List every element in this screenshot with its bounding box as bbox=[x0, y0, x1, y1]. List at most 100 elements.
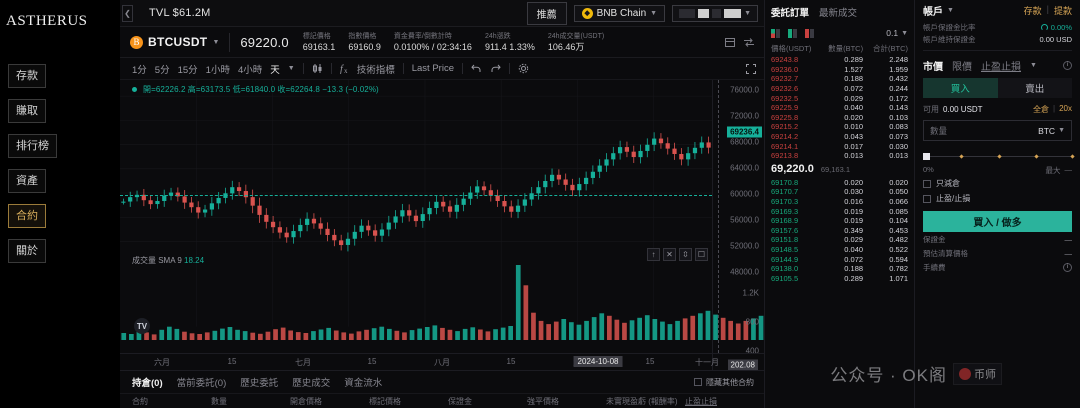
slider-node[interactable] bbox=[1069, 154, 1075, 159]
candlestick-icon[interactable] bbox=[312, 63, 323, 74]
margin-mode-button[interactable]: 全倉 bbox=[1033, 104, 1050, 114]
tab-order-book[interactable]: 委託訂單 bbox=[771, 8, 810, 19]
undo-icon[interactable] bbox=[471, 64, 482, 73]
move-icon[interactable]: ↑ bbox=[647, 248, 660, 261]
chevron-down-icon[interactable]: ▼ bbox=[1030, 61, 1037, 69]
order-book-row[interactable]: 69170.8 0.020 0.020 bbox=[771, 178, 908, 188]
quantity-input[interactable]: 數量 BTC ▼ bbox=[923, 120, 1072, 141]
symbol-selector[interactable]: B BTCUSDT ▼ bbox=[130, 35, 219, 49]
chevron-left-icon[interactable]: ❮ bbox=[122, 4, 133, 22]
tp-sl-row[interactable]: 止盈/止損 bbox=[923, 191, 1072, 206]
tab-trade-history[interactable]: 歷史成交 bbox=[292, 378, 331, 389]
indicators-label[interactable]: 技術指標 bbox=[356, 64, 395, 76]
tab-funding-flow[interactable]: 資金流水 bbox=[344, 378, 383, 389]
order-book-row[interactable]: 69232.5 0.029 0.172 bbox=[771, 93, 908, 103]
checkbox-icon[interactable] bbox=[694, 378, 702, 386]
chain-selector[interactable]: ◆ BNB Chain ▼ bbox=[573, 4, 666, 22]
order-book-row[interactable]: 69225.9 0.040 0.143 bbox=[771, 103, 908, 113]
checkbox-icon[interactable] bbox=[923, 194, 931, 203]
both-depth-icon[interactable] bbox=[771, 28, 782, 38]
timeframe-1m[interactable]: 1分 bbox=[132, 64, 147, 76]
collapse-icon[interactable]: ⇳ bbox=[679, 248, 692, 261]
quantity-unit-selector[interactable]: BTC ▼ bbox=[1038, 126, 1065, 136]
y-tick: 68000.0 bbox=[730, 137, 759, 147]
order-book-row[interactable]: 69105.5 0.289 1.071 bbox=[771, 273, 908, 283]
close-icon[interactable]: ✕ bbox=[663, 248, 676, 261]
leverage-button[interactable]: 20x bbox=[1059, 103, 1072, 113]
order-book-row[interactable]: 69144.9 0.072 0.594 bbox=[771, 254, 908, 264]
layout-icon[interactable] bbox=[725, 37, 735, 47]
order-book-row[interactable]: 69168.9 0.019 0.104 bbox=[771, 216, 908, 226]
time-axis[interactable]: 六月 15 七月 15 八月 15 九月 15 2024-10-08 十一月 bbox=[120, 353, 764, 370]
order-book-row[interactable]: 69170.3 0.016 0.066 bbox=[771, 197, 908, 207]
sidebar-item-assets[interactable]: 資產 bbox=[8, 169, 46, 193]
tab-stop[interactable]: 止盈止損 bbox=[981, 61, 1021, 73]
wallet-selector[interactable]: ▼ bbox=[672, 4, 758, 22]
sidebar-item-futures[interactable]: 合約 bbox=[8, 204, 46, 228]
brand-logo[interactable]: ASTHERUS bbox=[0, 0, 120, 34]
reduce-only-row[interactable]: 只減倉 bbox=[923, 176, 1072, 191]
tab-sell[interactable]: 賣出 bbox=[997, 78, 1072, 98]
sidebar-item-about[interactable]: 關於 bbox=[8, 239, 46, 263]
order-book-row[interactable]: 69214.2 0.043 0.073 bbox=[771, 132, 908, 142]
slider-node[interactable] bbox=[996, 154, 1002, 159]
checkbox-icon[interactable] bbox=[923, 179, 931, 188]
order-book-row[interactable]: 69243.8 0.289 2.248 bbox=[771, 55, 908, 65]
maximize-icon[interactable]: ☐ bbox=[695, 248, 708, 261]
tick-size-selector[interactable]: 0.1 ▼ bbox=[886, 28, 908, 38]
timeframe-1d[interactable]: 天 bbox=[270, 64, 280, 76]
withdraw-link[interactable]: 提款 bbox=[1053, 6, 1072, 16]
tradingview-logo-icon[interactable]: TV bbox=[134, 318, 150, 334]
referral-button[interactable]: 推薦 bbox=[526, 1, 567, 25]
chevron-down-icon[interactable]: ▼ bbox=[947, 7, 954, 14]
order-book-row[interactable]: 69225.8 0.020 0.103 bbox=[771, 113, 908, 123]
info-icon[interactable]: i bbox=[1063, 262, 1072, 272]
timeframe-15m[interactable]: 15分 bbox=[177, 64, 198, 76]
tab-open-orders[interactable]: 當前委託(0) bbox=[176, 378, 227, 389]
tab-market[interactable]: 市價 bbox=[923, 61, 943, 73]
order-book-row[interactable]: 69151.8 0.029 0.482 bbox=[771, 235, 908, 245]
order-book-row[interactable]: 69214.1 0.017 0.030 bbox=[771, 141, 908, 151]
hide-other-contracts-toggle[interactable]: 隱藏其他合約 bbox=[694, 377, 764, 388]
info-icon[interactable]: i bbox=[1063, 60, 1072, 70]
chart-canvas[interactable]: 開=62226.2 高=63173.5 低=61840.0 收=62264.8 … bbox=[120, 80, 764, 370]
timeframe-4h[interactable]: 4小時 bbox=[237, 64, 263, 76]
tab-recent-trades[interactable]: 最新成交 bbox=[819, 8, 858, 19]
sidebar-item-deposit[interactable]: 存款 bbox=[8, 64, 46, 88]
order-book-row[interactable]: 69169.3 0.019 0.085 bbox=[771, 206, 908, 216]
price-axis[interactable]: 76000.0 72000.0 68000.0 64000.0 60000.0 … bbox=[712, 80, 764, 370]
order-book-row[interactable]: 69213.8 0.013 0.013 bbox=[771, 151, 908, 161]
fullscreen-icon[interactable] bbox=[746, 63, 764, 74]
column-tp-sl[interactable]: 止盈止損 bbox=[685, 396, 717, 406]
slider-node[interactable] bbox=[1034, 154, 1039, 159]
chevron-down-icon[interactable]: ▼ bbox=[287, 65, 295, 72]
slider-handle[interactable] bbox=[923, 153, 930, 160]
sidebar-item-earn[interactable]: 賺取 bbox=[8, 99, 46, 123]
swap-icon[interactable] bbox=[744, 37, 754, 47]
ask-depth-icon[interactable] bbox=[805, 28, 816, 38]
tab-order-history[interactable]: 歷史委託 bbox=[240, 378, 279, 389]
tab-buy[interactable]: 買入 bbox=[923, 78, 998, 98]
order-book-row[interactable]: 69236.0 1.527 1.959 bbox=[771, 65, 908, 75]
tab-limit[interactable]: 限價 bbox=[952, 61, 972, 73]
submit-order-button[interactable]: 買入 / 做多 bbox=[923, 211, 1072, 232]
order-book-row[interactable]: 69138.0 0.188 0.782 bbox=[771, 264, 908, 274]
redo-icon[interactable] bbox=[490, 64, 501, 73]
timeframe-5m[interactable]: 5分 bbox=[154, 64, 170, 76]
sidebar-item-leaderboard[interactable]: 排行榜 bbox=[8, 134, 57, 158]
timeframe-1h[interactable]: 1小時 bbox=[205, 64, 230, 76]
order-book-row[interactable]: 69170.7 0.030 0.050 bbox=[771, 187, 908, 197]
order-book-row[interactable]: 69215.2 0.010 0.083 bbox=[771, 122, 908, 132]
price-source-label[interactable]: Last Price bbox=[411, 63, 454, 74]
tab-positions[interactable]: 持倉(0) bbox=[132, 378, 163, 389]
gear-icon[interactable] bbox=[518, 63, 529, 74]
order-book-row[interactable]: 69157.6 0.349 0.453 bbox=[771, 226, 908, 236]
order-book-row[interactable]: 69232.6 0.072 0.244 bbox=[771, 84, 908, 94]
slider-node[interactable] bbox=[959, 154, 964, 159]
amount-slider[interactable] bbox=[923, 152, 1075, 164]
order-book-row[interactable]: 69232.7 0.188 0.432 bbox=[771, 74, 908, 84]
deposit-link[interactable]: 存款 bbox=[1023, 6, 1042, 16]
order-book-row[interactable]: 69148.5 0.040 0.522 bbox=[771, 245, 908, 255]
bid-depth-icon[interactable] bbox=[788, 28, 799, 38]
